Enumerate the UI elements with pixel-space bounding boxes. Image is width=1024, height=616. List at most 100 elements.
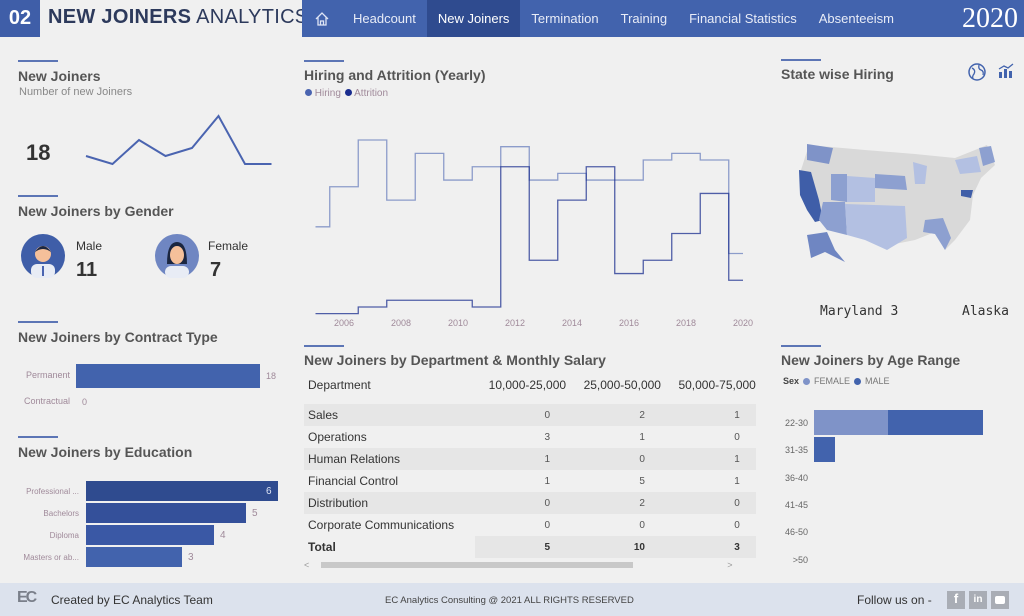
column-header[interactable]: 10,000-25,000 <box>488 378 567 392</box>
legend-title: Sex <box>783 376 800 386</box>
age-bar-male[interactable] <box>814 437 836 463</box>
table-cell: 2 <box>570 404 665 426</box>
table-header: Department 10,000-25,000 25,000-50,000 50,0… <box>304 374 756 404</box>
state-arizona[interactable] <box>819 202 847 235</box>
new-joiners-title: New Joiners <box>18 68 101 84</box>
education-bar[interactable] <box>86 525 214 545</box>
footer-created: Created by EC Analytics Team <box>51 593 213 607</box>
state-maine[interactable] <box>979 146 995 166</box>
table-cell: 0 <box>544 519 551 531</box>
table-row[interactable]: Human Relations 1 0 1 <box>304 448 756 470</box>
table-cell: 0 <box>734 431 740 443</box>
age-bar-male[interactable] <box>887 410 983 435</box>
accent-line <box>781 345 821 347</box>
age-bar-female[interactable] <box>814 410 888 435</box>
education-value: 4 <box>220 530 226 541</box>
education-bar[interactable] <box>86 503 246 523</box>
male-label: Male <box>76 239 103 253</box>
series-line-attrition[interactable] <box>315 166 744 315</box>
accent-line <box>18 321 58 323</box>
state-maryland[interactable] <box>961 190 973 198</box>
state-texas[interactable] <box>845 204 907 250</box>
female-label: Female <box>208 239 249 253</box>
table-total-row: Total 5 10 3 <box>304 536 756 558</box>
age-title: New Joiners by Age Range <box>781 352 961 368</box>
legend-attrition: Attrition <box>344 88 388 99</box>
female-avatar-icon <box>155 234 199 278</box>
table-row[interactable]: Financial Control 1 5 1 <box>304 470 756 492</box>
x-tick-label: 2014 <box>562 318 582 328</box>
x-tick-label: 2016 <box>619 318 639 328</box>
age-label: 36-40 <box>784 472 808 483</box>
table-row[interactable]: Corporate Communications 0 0 0 <box>304 514 756 536</box>
state-washington[interactable] <box>807 144 833 164</box>
legend-male: MALE <box>865 376 890 386</box>
nav-tab-absenteeism[interactable]: Absenteeism <box>818 11 894 26</box>
education-bar[interactable] <box>86 547 182 567</box>
table-cell: 0 <box>475 492 571 514</box>
state-colorado[interactable] <box>847 176 875 202</box>
new-joiners-subtitle: Number of new Joiners <box>19 86 133 98</box>
scroll-right-arrow[interactable]: > <box>727 560 733 570</box>
x-tick-label: 2020 <box>733 318 753 328</box>
table-cell: 1 <box>734 475 740 487</box>
scroll-left-arrow[interactable]: < <box>304 560 310 570</box>
home-button[interactable] <box>302 0 342 37</box>
table-cell: 0 <box>639 519 645 531</box>
accent-line <box>18 436 58 438</box>
education-bar[interactable] <box>86 481 278 501</box>
table-row[interactable]: Sales 0 2 1 <box>304 404 756 426</box>
nav-tab-financial-statistics[interactable]: Financial Statistics <box>689 11 797 26</box>
state-michigan[interactable] <box>913 162 927 184</box>
x-tick-label: 2008 <box>391 318 411 328</box>
table-cell: 0 <box>570 448 665 470</box>
table-cell: Human Relations <box>304 448 476 470</box>
contract-title: New Joiners by Contract Type <box>18 329 218 345</box>
state-newyork[interactable] <box>955 156 981 174</box>
title-bold: NEW JOINERS <box>48 6 192 28</box>
table-row[interactable]: Operations 3 1 0 <box>304 426 756 448</box>
table-cell: Distribution <box>304 492 476 514</box>
age-legend: Sex FEMALE MALE <box>783 376 890 386</box>
footer-follow: Follow us on - <box>857 593 932 607</box>
table-row[interactable]: Distribution 0 2 0 <box>304 492 756 514</box>
linkedin-icon[interactable]: in <box>969 591 987 609</box>
nav-tab-headcount[interactable]: Headcount <box>353 11 416 26</box>
accent-line <box>18 60 58 62</box>
total-cell: 3 <box>664 536 756 558</box>
accent-line <box>781 59 821 61</box>
contract-bar[interactable] <box>76 364 260 388</box>
state-utah[interactable] <box>831 174 847 202</box>
new-joiners-value: 18 <box>26 140 51 165</box>
globe-icon[interactable] <box>967 62 987 82</box>
state-alaska[interactable] <box>807 232 845 262</box>
bar-chart-icon[interactable] <box>997 62 1015 80</box>
table-cell: 1 <box>639 431 645 443</box>
nav-tab-new-joiners[interactable]: New Joiners <box>426 0 521 37</box>
youtube-icon[interactable] <box>991 591 1009 609</box>
state-nebraska[interactable] <box>875 174 907 190</box>
nav-tab-training[interactable]: Training <box>620 11 668 26</box>
scrollbar-thumb[interactable] <box>321 562 634 568</box>
contract-value: 0 <box>82 397 88 407</box>
table-cell: Corporate Communications <box>308 518 455 532</box>
us-map[interactable] <box>795 140 1010 280</box>
horizontal-scrollbar[interactable]: < > <box>304 558 756 572</box>
column-header[interactable]: 50,000-75,000 <box>678 378 756 392</box>
column-header[interactable]: 25,000-50,000 <box>583 378 661 392</box>
department-title: New Joiners by Department & Monthly Sala… <box>304 352 606 368</box>
column-header[interactable]: Department <box>308 378 371 392</box>
education-value: 6 <box>266 486 272 497</box>
top-nav: Headcount New Joiners Termination Training F… <box>302 0 1024 37</box>
series-line-hiring[interactable] <box>315 139 744 255</box>
age-label: 31-35 <box>784 445 808 456</box>
education-label: Bachelors <box>43 509 79 518</box>
state-california[interactable] <box>799 170 823 222</box>
total-cell: 10 <box>570 536 665 558</box>
ec-logo: EC <box>17 589 37 606</box>
x-tick-label: 2010 <box>448 318 468 328</box>
facebook-icon[interactable]: f <box>947 591 965 609</box>
map-title: State wise Hiring <box>781 66 894 82</box>
nav-tab-termination[interactable]: Termination <box>531 11 599 26</box>
state-florida[interactable] <box>923 218 951 250</box>
